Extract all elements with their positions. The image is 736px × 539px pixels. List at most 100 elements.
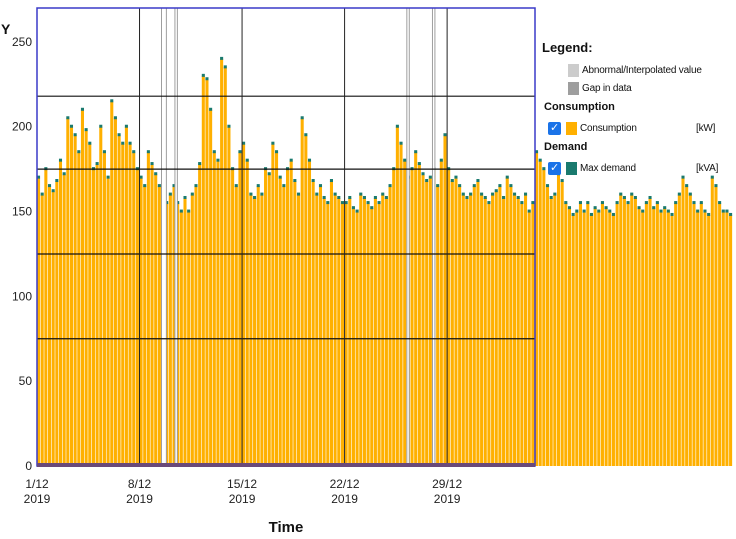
consumption-bar (238, 152, 242, 466)
consumption-bar (55, 181, 59, 466)
consumption-bar (703, 211, 707, 466)
consumption-bar (275, 152, 279, 466)
consumption-bar (480, 194, 484, 466)
consumption-bar (729, 214, 733, 466)
demand-mark (578, 201, 582, 205)
x-axis-label: Time (269, 519, 304, 536)
consumption-bar (685, 186, 689, 467)
demand-mark (699, 201, 703, 205)
consumption-bar (652, 208, 656, 466)
demand-mark (77, 150, 81, 154)
abnormal-label: Abnormal/Interpolated value (582, 64, 702, 76)
demand-mark (655, 201, 659, 205)
consumption-bar (502, 197, 506, 467)
consumption-bar (542, 169, 546, 466)
consumption-bar (461, 194, 465, 466)
demand-checkbox[interactable]: ✓ (548, 161, 561, 175)
demand-mark (535, 150, 539, 154)
consumption-bar (545, 186, 550, 467)
demand-mark (443, 133, 447, 137)
axes: 050100150200250Y1/1220198/12201915/12201… (1, 21, 535, 536)
consumption-bar (710, 177, 714, 466)
consumption-bar (560, 181, 564, 466)
consumption-bar (535, 152, 539, 466)
demand-mark (66, 116, 70, 120)
consumption-bar (194, 186, 198, 467)
demand-mark (234, 184, 238, 188)
consumption-bar (157, 186, 161, 467)
consumption-bar (644, 203, 648, 466)
consumption-bar (718, 203, 722, 466)
demand-mark (194, 184, 198, 188)
consumption-section-title: Consumption (544, 101, 615, 113)
consumption-bar (707, 214, 711, 466)
demand-mark (245, 158, 249, 162)
demand-mark (707, 212, 711, 216)
demand-mark (567, 206, 572, 210)
consumption-bar (458, 186, 462, 467)
demand-mark (509, 184, 513, 188)
consumption-bar (615, 203, 619, 466)
consumption-bar (670, 214, 674, 466)
consumption-bar (692, 203, 696, 466)
consumption-bar (677, 194, 681, 466)
y-tick-label: 250 (12, 35, 32, 49)
demand-mark (703, 209, 707, 213)
consumption-bar (556, 174, 561, 467)
consumption-bar (286, 169, 290, 466)
demand-mark (469, 192, 473, 196)
consumption-bar (220, 58, 224, 466)
demand-mark (113, 116, 117, 120)
consumption-bar (696, 211, 700, 466)
consumption-bar (589, 214, 593, 466)
demand-mark (480, 192, 484, 196)
consumption-unit: [kW] (696, 122, 716, 134)
consumption-bar (84, 130, 88, 466)
abnormal-swatch (568, 63, 579, 77)
demand-mark (220, 56, 224, 60)
consumption-bar (586, 203, 590, 466)
demand-mark (597, 209, 601, 213)
demand-mark (721, 209, 725, 213)
demand-mark (677, 192, 681, 196)
consumption-bar (619, 194, 623, 466)
consumption-bar (190, 194, 194, 466)
consumption-bar (143, 186, 147, 467)
legend-item-consumption[interactable]: ✓ Consumption [kW] (542, 119, 736, 137)
consumption-bar (564, 203, 568, 466)
gap-swatch (568, 81, 579, 95)
demand-mark (340, 201, 344, 205)
demand-mark (110, 99, 114, 103)
demand-mark (146, 150, 150, 154)
consumption-bar (289, 160, 293, 467)
legend-item-demand[interactable]: ✓ Max demand [kVA] (542, 159, 736, 177)
consumption-bar (135, 169, 139, 466)
demand-mark (476, 179, 480, 183)
consumption-bar (91, 169, 95, 466)
consumption-swatch (566, 121, 577, 135)
demand-mark (425, 179, 429, 183)
consumption-bar (597, 211, 601, 466)
demand-mark (714, 184, 718, 188)
demand-mark (399, 141, 403, 145)
consumption-bar (300, 118, 304, 466)
consumption-bar (659, 211, 663, 466)
demand-unit: [kVA] (696, 162, 719, 174)
gap-band (406, 8, 410, 466)
demand-mark (461, 192, 465, 196)
demand-mark (150, 162, 154, 166)
consumption-bar (381, 194, 385, 466)
consumption-bar (469, 194, 473, 466)
x-tick-label: 29/12 (432, 477, 462, 491)
consumption-bar (395, 126, 399, 467)
demand-mark (663, 206, 667, 210)
demand-mark (403, 158, 407, 162)
consumption-bar (201, 75, 205, 466)
consumption-bar (567, 208, 572, 466)
consumption-bar (370, 208, 374, 466)
consumption-checkbox[interactable]: ✓ (548, 121, 561, 135)
demand-mark (296, 192, 301, 196)
consumption-bar (600, 203, 604, 466)
consumption-bar (124, 126, 128, 467)
